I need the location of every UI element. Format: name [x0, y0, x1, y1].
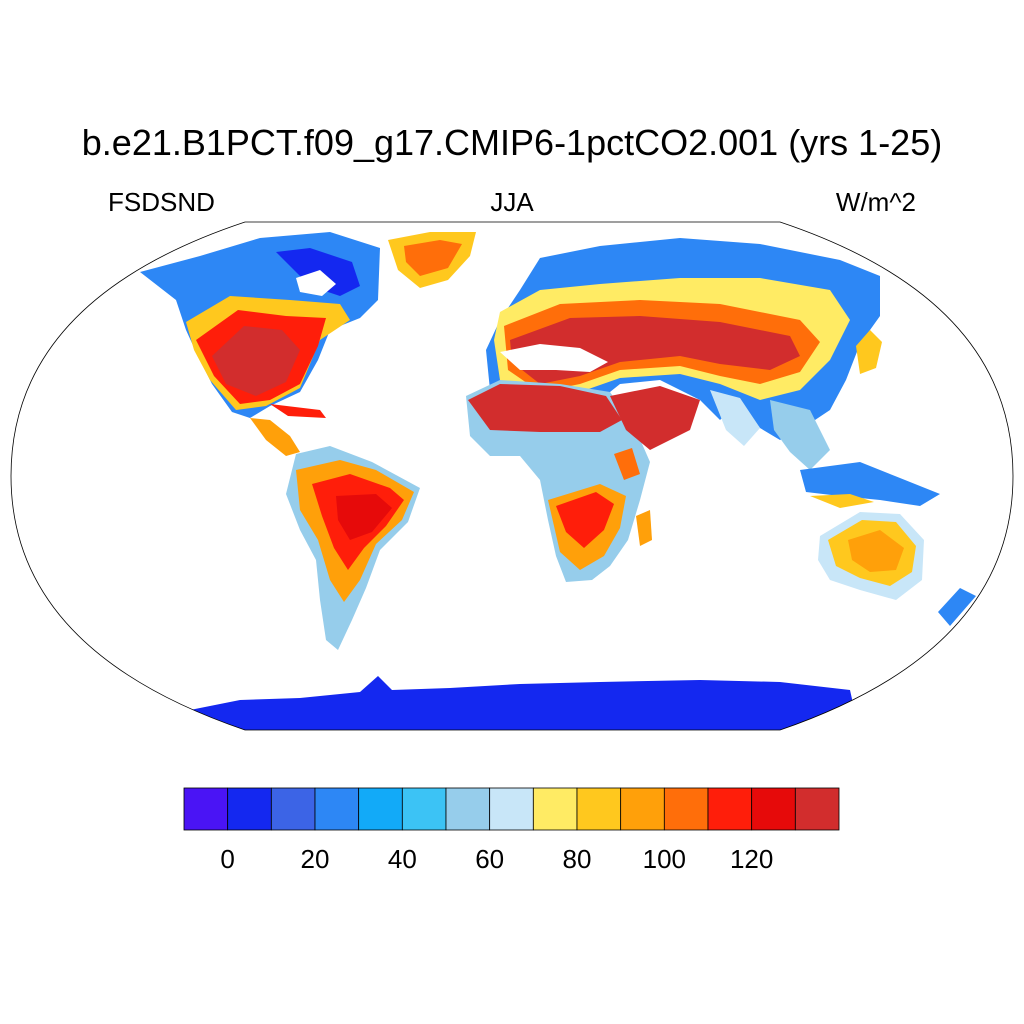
colorbar-swatch [663, 787, 709, 831]
season-label: JJA [490, 187, 534, 217]
colorbar-swatch [358, 787, 403, 831]
colorbar-swatch [707, 787, 753, 831]
colorbar-swatch [576, 787, 622, 831]
colorbar-swatch [445, 787, 491, 831]
antarctica [160, 676, 860, 730]
units-label: W/m^2 [835, 187, 916, 217]
colorbar-tick-label: 100 [642, 844, 687, 874]
map-border [10, 221, 1014, 731]
colorbar-swatch [794, 787, 840, 831]
colorbar-tick-label: 60 [475, 844, 505, 874]
colorbar-swatch [401, 787, 447, 831]
colorbar-tick-label: 80 [562, 844, 592, 874]
colorbar-tick-label: 20 [300, 844, 330, 874]
colorbar-swatch [227, 787, 272, 831]
map-title: b.e21.B1PCT.f09_g17.CMIP6-1pctCO2.001 (y… [81, 122, 943, 163]
colorbar-tick-label: 120 [729, 844, 774, 874]
colorbar-swatch [489, 787, 534, 831]
colorbar-swatch [270, 787, 316, 831]
colorbar-swatch [620, 787, 665, 831]
colorbar-tick-label: 0 [220, 844, 235, 874]
colorbar-swatch [314, 787, 360, 831]
colorbar-swatch [532, 787, 578, 831]
colorbar-tick-label: 40 [387, 844, 417, 874]
variable-label: FSDSND [108, 187, 215, 217]
colorbar-swatch [183, 787, 229, 831]
colorbar-swatch [751, 787, 796, 831]
